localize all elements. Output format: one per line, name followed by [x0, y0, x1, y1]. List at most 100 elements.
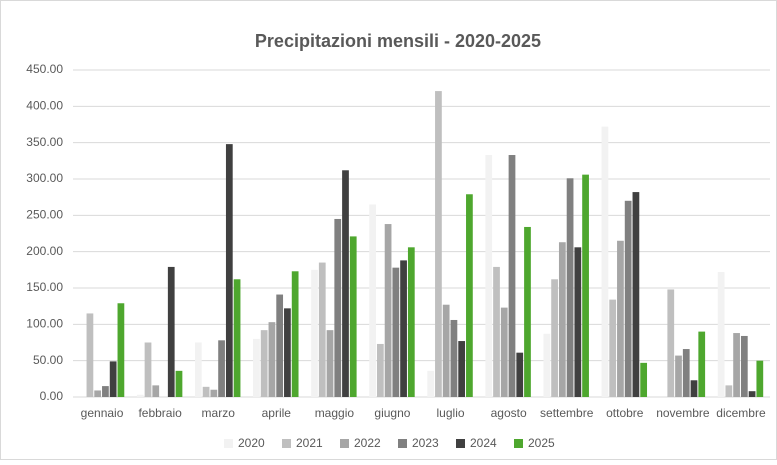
bar [551, 279, 558, 397]
legend-label: 2021 [296, 436, 323, 450]
bar [326, 330, 334, 397]
bar [698, 331, 706, 397]
y-tick-label: 150.00 [26, 280, 63, 294]
bar [202, 386, 210, 397]
bar [717, 272, 725, 397]
y-tick-label: 0.00 [40, 389, 64, 403]
x-tick-label: ottobre [606, 406, 644, 420]
x-tick-label: marzo [202, 406, 236, 420]
legend-label: 2020 [238, 436, 265, 450]
bar [175, 370, 183, 397]
y-tick-label: 50.00 [33, 353, 63, 367]
legend-swatch [340, 439, 349, 448]
x-tick-label: dicembre [716, 406, 766, 420]
legend-swatch [456, 439, 465, 448]
bar [86, 313, 94, 397]
bar [450, 319, 458, 397]
bar [667, 289, 675, 397]
legend-swatch [398, 439, 407, 448]
legend-swatch [514, 439, 523, 448]
bar [253, 338, 260, 397]
x-tick-label: agosto [491, 406, 527, 420]
legend-label: 2022 [354, 436, 381, 450]
bar [144, 342, 152, 397]
legend-label: 2025 [528, 436, 555, 450]
bar [566, 178, 574, 397]
y-tick-label: 250.00 [26, 208, 63, 222]
x-tick-label: aprile [262, 406, 292, 420]
bar [756, 360, 764, 397]
bar [682, 349, 690, 397]
bar [617, 240, 624, 397]
bar [311, 269, 318, 397]
y-tick-label: 450.00 [26, 62, 63, 76]
legend-swatch [224, 439, 233, 448]
bar [342, 170, 349, 397]
bar [400, 260, 407, 397]
bar [349, 236, 357, 397]
bar [376, 343, 384, 397]
x-tick-label: maggio [315, 406, 355, 420]
bar [748, 391, 756, 397]
bar [152, 385, 160, 397]
bar [675, 355, 682, 397]
bar [516, 352, 524, 397]
bar [94, 390, 102, 397]
bar [392, 267, 400, 397]
bar [558, 242, 566, 397]
bar [136, 394, 144, 397]
bar [384, 224, 392, 397]
bar [624, 200, 632, 397]
bar [500, 307, 508, 397]
y-tick-label: 300.00 [26, 171, 63, 185]
bar [632, 192, 640, 397]
legend-label: 2023 [412, 436, 439, 450]
bar [369, 204, 376, 397]
bar [210, 389, 218, 397]
y-tick-label: 350.00 [26, 135, 63, 149]
x-tick-label: novembre [656, 406, 710, 420]
bar [318, 262, 326, 397]
x-tick-label: gennaio [81, 406, 124, 420]
legend-swatch [282, 439, 291, 448]
bar [260, 330, 268, 397]
bar [218, 340, 225, 397]
x-tick-label: settembre [540, 406, 594, 420]
bar [601, 126, 609, 398]
bar [609, 299, 617, 397]
bar [733, 333, 740, 397]
bar [167, 266, 175, 397]
bar [640, 362, 648, 397]
bar [268, 322, 276, 397]
bar [442, 304, 450, 397]
bar [582, 174, 589, 397]
chart-title: Precipitazioni mensili - 2020-2025 [255, 31, 541, 51]
bar [543, 333, 551, 397]
bar [194, 342, 202, 397]
x-tick-label: luglio [437, 406, 465, 420]
bar [574, 247, 582, 397]
bar [427, 370, 435, 397]
bar [102, 386, 109, 397]
bar [725, 385, 733, 397]
y-tick-label: 100.00 [26, 317, 63, 331]
y-tick-label: 400.00 [26, 99, 63, 113]
y-tick-label: 200.00 [26, 244, 63, 258]
bar [508, 155, 516, 397]
bar [458, 341, 466, 397]
bar [435, 91, 442, 397]
x-tick-label: giugno [374, 406, 410, 420]
bar [233, 279, 241, 397]
bar [740, 335, 748, 397]
bar [493, 266, 500, 397]
bar [485, 155, 493, 397]
x-tick-label: febbraio [138, 406, 182, 420]
legend-label: 2024 [470, 436, 497, 450]
bar [225, 144, 233, 397]
bar [276, 294, 284, 397]
bar [284, 308, 291, 397]
bar [690, 380, 698, 397]
bar [109, 361, 117, 397]
bar [291, 271, 299, 397]
